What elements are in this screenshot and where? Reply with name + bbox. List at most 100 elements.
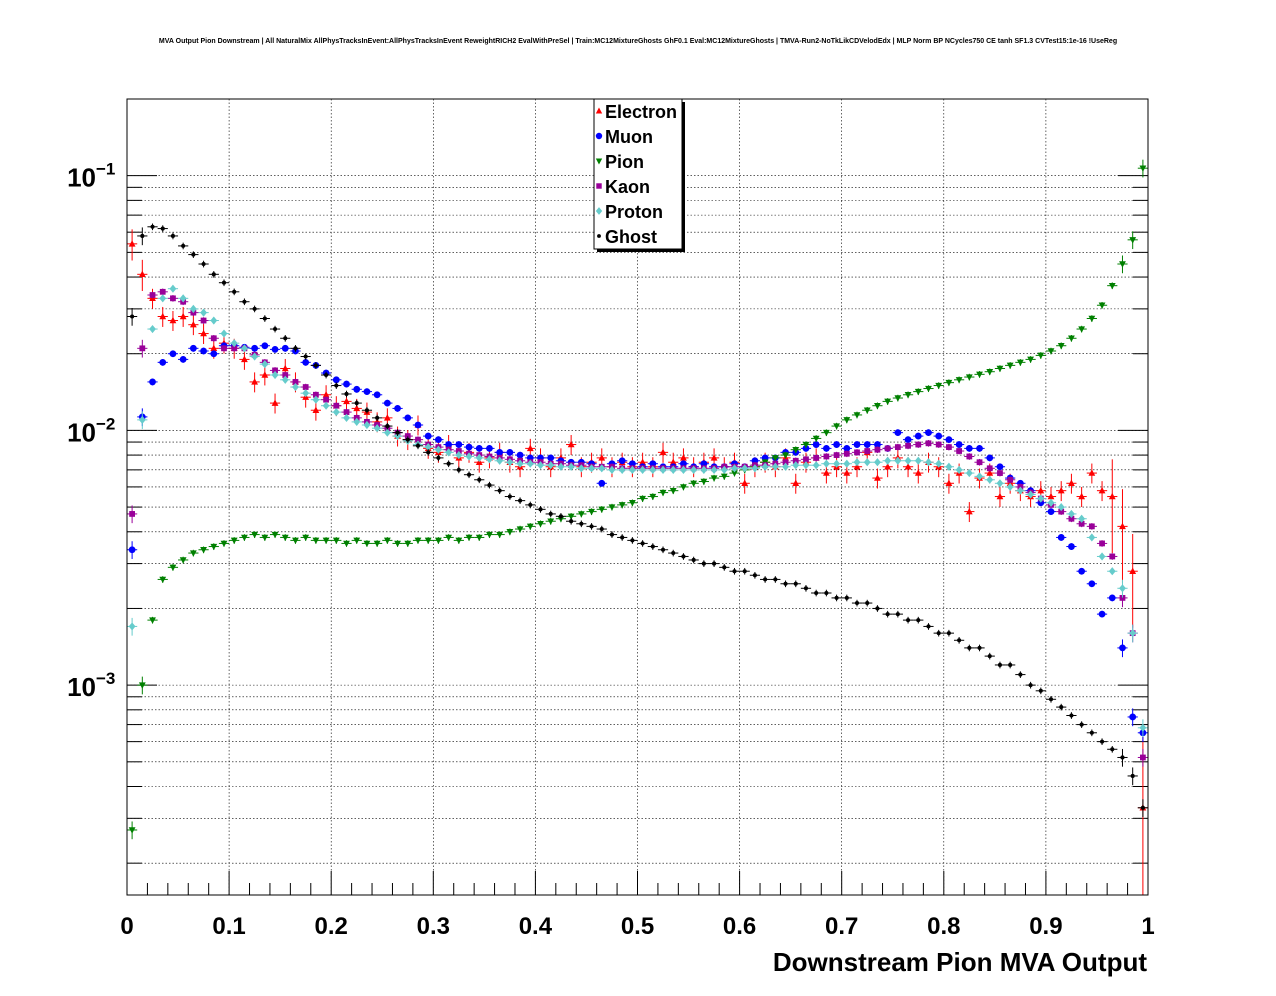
kaon-marker xyxy=(343,409,350,415)
muon-point xyxy=(402,414,413,422)
muon-point xyxy=(208,350,219,358)
proton-point xyxy=(310,395,321,404)
electron-marker xyxy=(1078,492,1086,500)
ghost-point xyxy=(882,610,893,618)
kaon-point xyxy=(943,443,955,451)
pion-point xyxy=(525,523,536,531)
muon-marker xyxy=(414,421,422,429)
proton-point xyxy=(514,459,526,468)
pion-point xyxy=(198,546,209,554)
pion-marker xyxy=(853,412,861,419)
proton-marker xyxy=(914,456,922,465)
pion-marker xyxy=(1139,165,1147,172)
ghost-marker xyxy=(252,306,257,311)
muon-marker xyxy=(261,342,269,350)
muon-point xyxy=(1056,534,1067,541)
ghost-point xyxy=(627,537,638,544)
muon-marker xyxy=(945,436,953,444)
kaon-marker xyxy=(1140,754,1146,761)
proton-point xyxy=(372,424,383,433)
ghost-marker xyxy=(1018,672,1023,677)
chart-title: MVA Output Pion Downstream | All Natural… xyxy=(159,38,1117,45)
kaon-marker xyxy=(976,459,983,466)
y-tick-exponent: −2 xyxy=(96,414,115,433)
ghost-marker xyxy=(150,224,155,229)
ghost-marker xyxy=(160,226,165,231)
ghost-marker xyxy=(773,577,778,582)
muon-marker xyxy=(874,441,881,448)
pion-marker xyxy=(945,379,953,387)
kaon-point xyxy=(862,447,873,455)
ghost-marker xyxy=(1089,730,1094,735)
ghost-point xyxy=(300,353,311,360)
muon-marker xyxy=(618,457,626,465)
proton-marker xyxy=(1119,584,1126,593)
proton-point xyxy=(668,465,679,474)
ghost-marker xyxy=(997,662,1002,668)
muon-legend-icon xyxy=(595,132,603,140)
muon-point xyxy=(372,391,383,399)
electron-point xyxy=(1096,481,1108,502)
ghost-point xyxy=(1045,696,1057,703)
proton-marker xyxy=(1037,494,1045,503)
proton-point xyxy=(504,458,515,467)
pion-point xyxy=(892,394,903,402)
pion-marker xyxy=(230,537,238,545)
pion-point xyxy=(1107,282,1118,290)
muon-point xyxy=(382,399,393,407)
ghost-marker xyxy=(1110,747,1115,752)
muon-point xyxy=(943,436,955,444)
pion-marker xyxy=(149,617,156,624)
proton-point xyxy=(188,304,199,313)
muon-point xyxy=(433,436,444,444)
electron-marker xyxy=(169,316,177,324)
electron-marker xyxy=(598,454,606,461)
electron-marker xyxy=(874,474,881,481)
pion-marker xyxy=(1027,356,1034,364)
ghost-point xyxy=(637,540,648,547)
proton-point xyxy=(463,452,475,461)
pion-marker xyxy=(782,452,789,459)
proton-marker xyxy=(394,431,401,441)
electron-point xyxy=(239,349,250,370)
pion-point xyxy=(1015,359,1026,367)
muon-marker xyxy=(189,344,197,352)
kaon-point xyxy=(147,291,158,299)
muon-marker xyxy=(353,385,361,393)
electron-point xyxy=(137,259,148,291)
ghost-point xyxy=(576,520,587,528)
ghost-point xyxy=(463,471,475,479)
proton-marker xyxy=(312,395,320,404)
ghost-point xyxy=(841,594,852,602)
ghost-point xyxy=(433,454,444,462)
ghost-marker xyxy=(354,401,359,406)
pion-marker xyxy=(159,576,167,584)
kaon-marker xyxy=(404,433,411,439)
proton-marker xyxy=(843,459,851,468)
proton-point xyxy=(1117,579,1128,598)
pion-point xyxy=(167,564,179,572)
electron-point xyxy=(994,487,1006,507)
ghost-point xyxy=(586,523,597,530)
proton-point xyxy=(913,456,924,465)
proton-point xyxy=(943,462,955,471)
muon-point xyxy=(147,378,158,386)
pion-marker xyxy=(802,441,810,449)
pion-point xyxy=(1096,301,1108,309)
legend-label-ghost: Ghost xyxy=(605,227,657,247)
proton-marker xyxy=(1078,514,1086,523)
ghost-point xyxy=(423,449,434,456)
electron-marker xyxy=(312,406,320,413)
kaon-marker xyxy=(1088,523,1095,530)
proton-marker xyxy=(884,456,892,465)
pion-marker xyxy=(241,534,248,542)
pion-point xyxy=(545,517,556,525)
kaon-marker xyxy=(200,317,207,324)
muon-marker xyxy=(516,451,524,459)
proton-point xyxy=(627,465,638,474)
ghost-point xyxy=(474,476,485,484)
pion-marker xyxy=(1078,326,1086,333)
x-tick-label: 0.7 xyxy=(825,913,858,940)
pion-marker xyxy=(292,537,299,545)
pion-point xyxy=(1025,356,1036,364)
